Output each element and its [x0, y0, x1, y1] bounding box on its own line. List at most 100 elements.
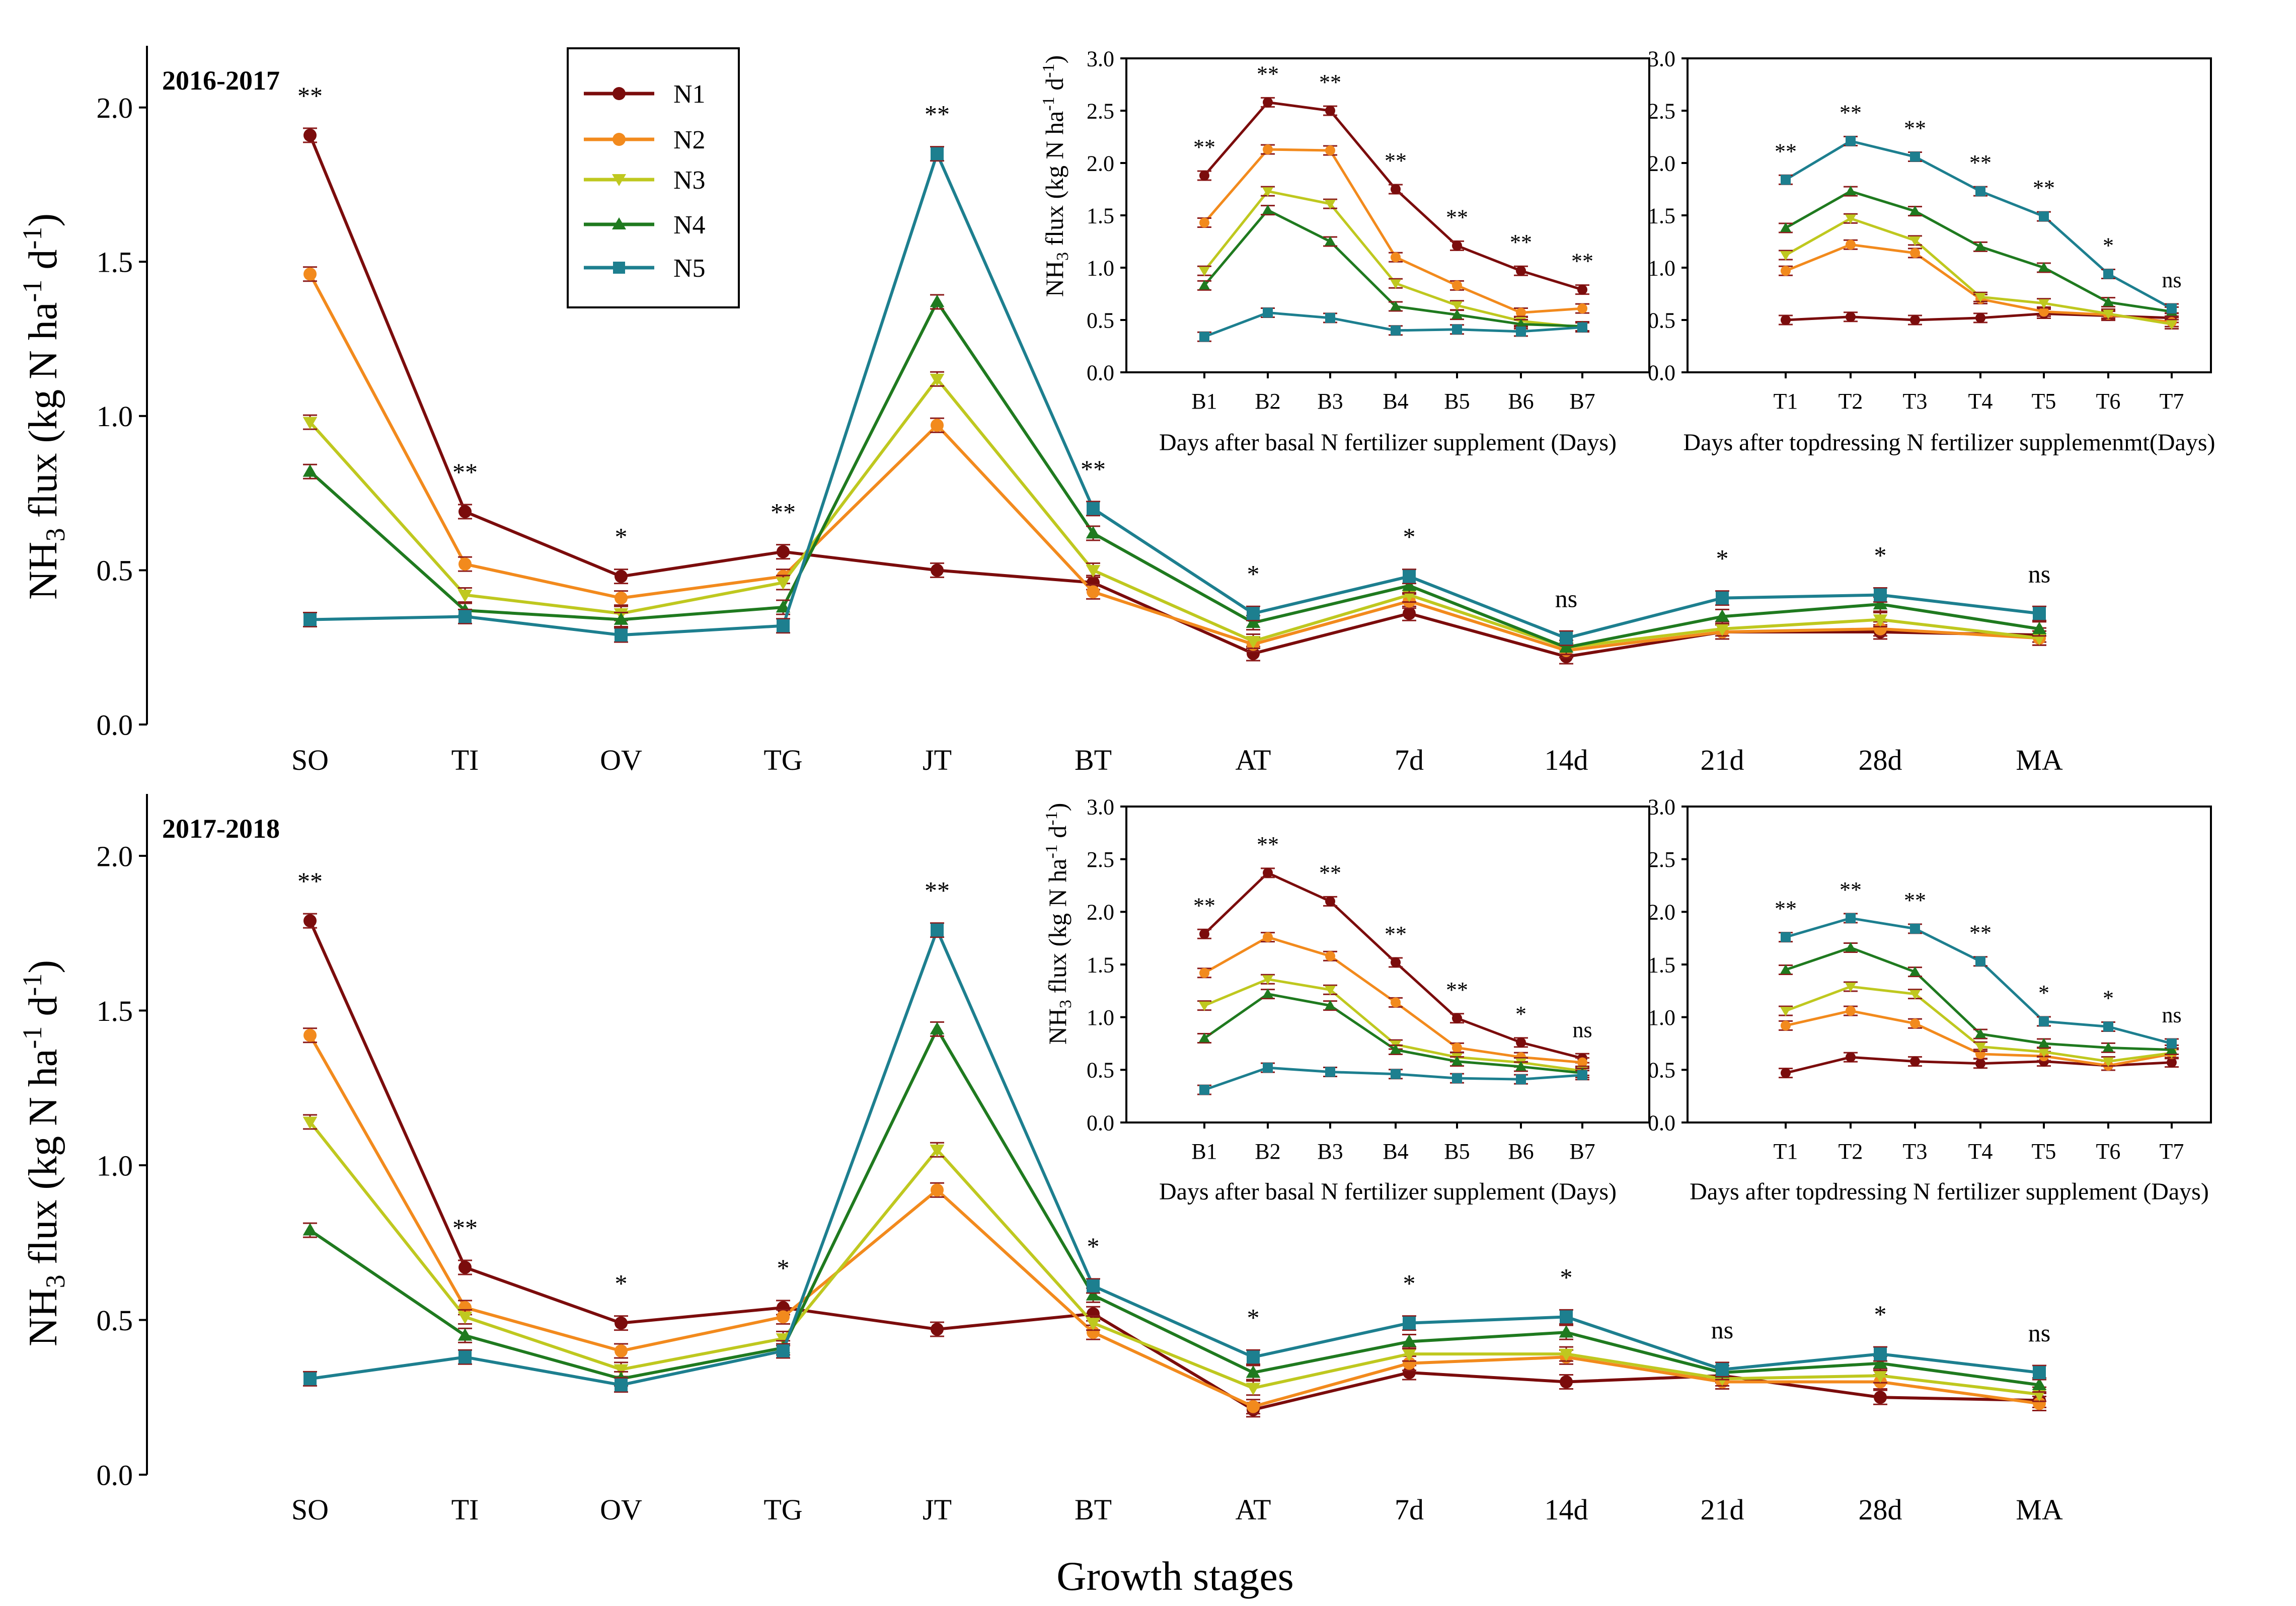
- data-point-n4: [1325, 1000, 1336, 1010]
- significance-label-inset2017b: *: [2038, 981, 2049, 1005]
- data-point-n5: [1874, 588, 1887, 602]
- x-tick-label-main2016: 7d: [1395, 744, 1424, 776]
- y-tick-label-inset2016a: 2.5: [1087, 99, 1114, 123]
- y-tick-label-main2017: 0.5: [97, 1304, 133, 1337]
- significance-label-inset2017b: **: [1969, 921, 1992, 945]
- y-tick-label-main2017: 0.0: [97, 1459, 133, 1491]
- data-point-n2: [931, 1183, 944, 1197]
- data-point-n3: [1262, 975, 1273, 985]
- data-point-n2: [1087, 1326, 1100, 1339]
- data-point-n5: [1247, 607, 1260, 620]
- x-tick-label-main2017: TI: [451, 1493, 479, 1526]
- series-n5-inset2017a: [1197, 1062, 1589, 1095]
- data-point-n2: [458, 557, 472, 571]
- x-tick-label-inset2016a: B5: [1444, 389, 1470, 414]
- data-point-n4: [1715, 609, 1730, 622]
- data-point-n3: [614, 1364, 629, 1377]
- series-n5-main2017: [303, 922, 2046, 1393]
- x-tick-label-inset2016b: T3: [1903, 389, 1928, 414]
- data-point-n5: [1716, 1362, 1729, 1376]
- legend-entry-n2: N2: [584, 126, 706, 154]
- y-tick-label-inset2016a: 2.0: [1087, 151, 1114, 176]
- data-point-n5: [303, 1372, 317, 1386]
- significance-label-main2017: *: [1874, 1300, 1887, 1328]
- data-point-n1: [1199, 929, 1209, 939]
- data-point-n5: [1846, 136, 1856, 146]
- significance-label-main2016: **: [452, 458, 478, 486]
- data-point-n4: [1909, 966, 1921, 976]
- inset-y-axis-title-bottom: NH3 flux (kg N ha-1 d-1): [1042, 803, 1075, 1045]
- significance-label-main2016: *: [615, 523, 628, 551]
- data-point-n4: [1246, 615, 1261, 628]
- y-axis-title-bottom: NH3 flux (kg N ha-1 d-1): [17, 960, 70, 1346]
- x-tick-label-inset2017a: B2: [1255, 1139, 1280, 1164]
- data-point-n5: [1577, 322, 1587, 333]
- data-point-n4: [302, 1223, 318, 1236]
- data-point-n1: [931, 564, 944, 577]
- data-point-n5: [1560, 631, 1573, 645]
- data-point-n5: [1087, 1279, 1100, 1293]
- data-point-n3: [1715, 623, 1730, 636]
- x-tick-label-inset2017a: B6: [1508, 1139, 1534, 1164]
- data-point-n3: [1325, 986, 1336, 996]
- series-n1-inset2017a: [1197, 867, 1589, 1064]
- x-tick-label-inset2016a: B1: [1191, 389, 1217, 414]
- data-point-n1: [1391, 184, 1401, 194]
- data-point-n4: [1873, 597, 1888, 610]
- series-n4-inset2017b: [1779, 942, 2179, 1056]
- data-point-n4: [1975, 241, 1986, 251]
- y-tick-label-main2016: 0.0: [97, 708, 133, 741]
- data-point-n5: [1781, 175, 1791, 185]
- y-tick-label-main2016: 1.5: [97, 246, 133, 279]
- data-point-n4: [2103, 296, 2114, 306]
- y-tick-label-main2016: 2.0: [97, 92, 133, 124]
- data-point-n1: [1391, 957, 1401, 968]
- data-point-n4: [776, 600, 791, 613]
- significance-label-main2016: ns: [1555, 584, 1577, 612]
- y-tick-label-inset2017a: 2.5: [1087, 847, 1114, 872]
- plot-area-inset2016a: [1126, 58, 1649, 372]
- y-tick-label-inset2016a: 0.5: [1087, 308, 1114, 333]
- x-tick-label-inset2016a: B7: [1569, 389, 1595, 414]
- data-point-n3: [1780, 1007, 1791, 1017]
- data-point-n5: [1516, 326, 1526, 337]
- data-point-n5: [458, 1350, 472, 1364]
- data-point-n4: [1262, 988, 1273, 998]
- chart-main2016: 0.0 0.5 1.0 1.5 2.0 SO TI OV TG JT BT AT 7d 14d 21d 28d…: [97, 46, 2063, 776]
- x-tick-label-inset2017b: T2: [1839, 1139, 1863, 1164]
- x-tick-label-main2017: 14d: [1545, 1493, 1588, 1526]
- data-point-n4: [1909, 205, 1921, 215]
- x-tick-label-inset2017b: T6: [2096, 1139, 2121, 1164]
- significance-label-inset2017a: **: [1193, 893, 1215, 918]
- data-point-n4: [2032, 1378, 2047, 1391]
- significance-label-inset2017a: **: [1385, 922, 1407, 946]
- significance-label-inset2016b: **: [1775, 139, 1797, 164]
- legend: N1 N2 N3 N4 N5: [567, 47, 740, 308]
- significance-label-main2017: **: [925, 876, 950, 905]
- data-point-n5: [1199, 332, 1209, 342]
- data-point-n3: [1246, 1383, 1261, 1396]
- x-tick-label-inset2017a: B5: [1444, 1139, 1470, 1164]
- y-tick-label-inset2017b: 0.0: [1648, 1110, 1675, 1135]
- y-tick-label-inset2017a: 2.0: [1087, 900, 1114, 925]
- data-point-n2: [1577, 1057, 1587, 1068]
- significance-label-main2017: ns: [2028, 1319, 2050, 1347]
- data-point-n4: [2038, 1038, 2049, 1048]
- data-point-n3: [302, 1116, 318, 1130]
- data-point-n1: [1975, 312, 1985, 323]
- x-tick-label-inset2017b: T7: [2160, 1139, 2184, 1164]
- y-tick-label-inset2017b: 0.5: [1648, 1058, 1675, 1083]
- data-point-n3: [1086, 1318, 1101, 1330]
- data-point-n4: [1559, 1325, 1574, 1338]
- data-point-n1: [303, 914, 317, 928]
- data-point-n1: [1325, 896, 1335, 907]
- data-point-n2: [1199, 968, 1209, 978]
- data-point-n2: [1087, 585, 1100, 599]
- significance-label-inset2016a: **: [1193, 135, 1215, 159]
- x-tick-label-main2017: JT: [923, 1493, 952, 1526]
- x-axis-label-inset2017a: Days after basal N fertilizer supplement…: [1159, 1178, 1617, 1205]
- data-point-n5: [2103, 269, 2113, 279]
- x-tick-label-inset2016b: T7: [2160, 389, 2184, 414]
- x-tick-label-main2016: 14d: [1545, 744, 1588, 776]
- data-point-n1: [1910, 1056, 1920, 1067]
